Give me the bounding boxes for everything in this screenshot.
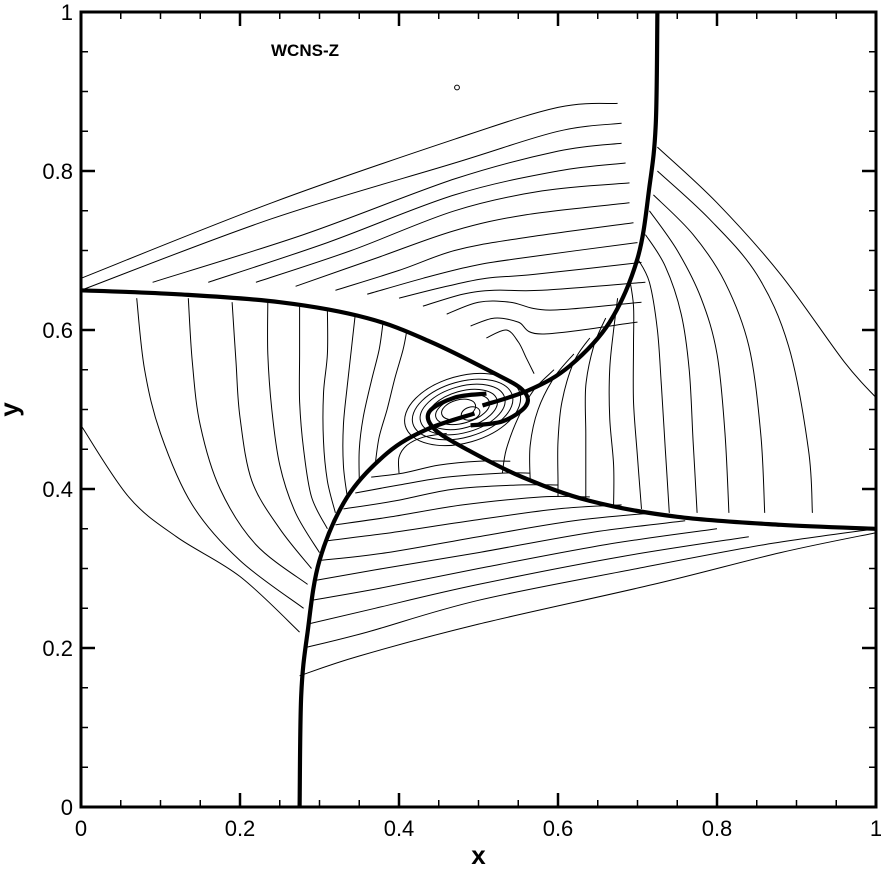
shock-line (297, 411, 476, 808)
contour-line (322, 310, 336, 514)
contour-line (80, 425, 300, 633)
contour-line (319, 512, 654, 561)
contour-line (648, 210, 730, 513)
contour-line (136, 298, 304, 609)
contour-line (298, 306, 328, 530)
y-axis-title: y (0, 402, 24, 417)
contour-line (311, 528, 718, 601)
contour-line (327, 504, 622, 542)
vortex-contour (427, 388, 498, 431)
contour-line (358, 322, 384, 482)
shock-line (425, 391, 877, 531)
contour-line (208, 162, 626, 283)
contour-line (529, 353, 575, 482)
contour-line (307, 536, 749, 625)
contour-line (299, 532, 877, 677)
contour-lines (80, 102, 877, 677)
contour-line (343, 484, 559, 510)
contour-line (584, 317, 607, 501)
y-tick-label: 0.8 (42, 159, 73, 184)
contour-line (187, 298, 308, 585)
shock-line (80, 288, 531, 428)
contour-line (303, 528, 877, 649)
contour-line (367, 242, 638, 295)
contour-line (335, 495, 590, 526)
x-tick-label: 0.8 (702, 816, 733, 841)
contour-line (470, 317, 638, 335)
vortex-contour (460, 406, 481, 421)
axis-ticks: 0 0.2 0.4 0.6 0.8 1 0 0.2 0.4 0.6 0.8 1 (42, 0, 881, 841)
contour-line (486, 329, 535, 374)
y-tick-label: 0.2 (42, 636, 73, 661)
x-axis-title: x (471, 840, 486, 869)
contour-line (231, 302, 312, 569)
contour-line (335, 222, 634, 291)
shock-lines (80, 11, 877, 808)
vortex-contour (411, 378, 514, 441)
contour-line (342, 314, 356, 497)
y-tick-label: 0.6 (42, 318, 73, 343)
annotation-label: WCNS-Z (271, 41, 339, 60)
contour-line (629, 278, 642, 509)
vortex-contour (419, 383, 506, 436)
vortex-core (404, 84, 522, 447)
contour-line (608, 298, 619, 505)
contour-line (422, 281, 646, 307)
vortex-contour (435, 393, 491, 426)
x-tick-label: 0.6 (543, 816, 574, 841)
contour-line (374, 329, 408, 466)
vortex-contour (454, 84, 460, 91)
contour-line (80, 102, 618, 279)
contour-line (657, 146, 877, 398)
shock-line (481, 11, 660, 408)
contour-line (446, 300, 642, 315)
contour-line (152, 142, 622, 283)
contour-line (653, 194, 766, 513)
x-tick-label: 0.4 (384, 816, 415, 841)
contour-line (637, 258, 670, 513)
contour-line (80, 122, 622, 291)
y-tick-label: 0.4 (42, 477, 73, 502)
contour-line (267, 302, 320, 553)
y-tick-label: 0 (61, 795, 73, 820)
x-tick-label: 1 (870, 816, 881, 841)
contour-line (397, 432, 447, 474)
vortex-contour (441, 398, 477, 421)
contour-line (255, 182, 630, 283)
contour-line (644, 234, 698, 513)
x-tick-label: 0 (75, 816, 87, 841)
y-tick-label: 1 (61, 0, 73, 25)
contour-line (295, 202, 630, 287)
x-tick-label: 0.2 (225, 816, 256, 841)
vortex-contour (404, 372, 522, 447)
contour-line (501, 369, 555, 474)
contour-line (398, 261, 642, 299)
contour-line (657, 170, 813, 513)
contour-line (315, 520, 686, 581)
